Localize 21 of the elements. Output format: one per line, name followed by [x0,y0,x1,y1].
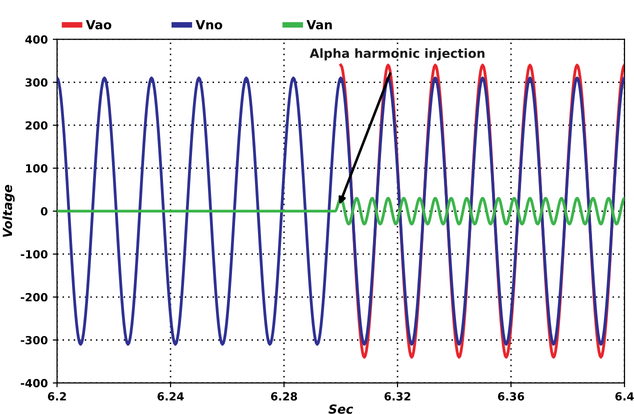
y-tick-label: 200 [26,121,48,130]
x-tick-label: 6.2 [48,392,66,401]
x-tick-label: 6.24 [158,392,184,401]
y-tick-label: -100 [20,250,48,258]
x-tick-label: 6.4 [615,392,634,401]
y-axis-title: Voltage [2,184,15,237]
y-tick-label: 100 [26,164,48,173]
legend-label: Van [306,20,332,30]
annotation: Alpha harmonic injection [310,48,484,60]
x-tick-label: 6.36 [498,392,524,401]
x-tick-label: 6.32 [384,392,410,401]
y-tick-label: -300 [20,336,48,344]
legend-label: Vno [196,20,222,30]
y-tick-label: 0 [40,207,48,216]
y-tick-label: 400 [25,35,48,44]
y-tick-label: -400 [20,378,48,388]
x-axis-title: Sec [328,404,354,414]
y-tick-label: 300 [26,78,48,87]
legend-label: Vao [86,20,112,30]
x-tick-label: 6.28 [271,392,298,401]
y-tick-label: -200 [20,293,48,302]
